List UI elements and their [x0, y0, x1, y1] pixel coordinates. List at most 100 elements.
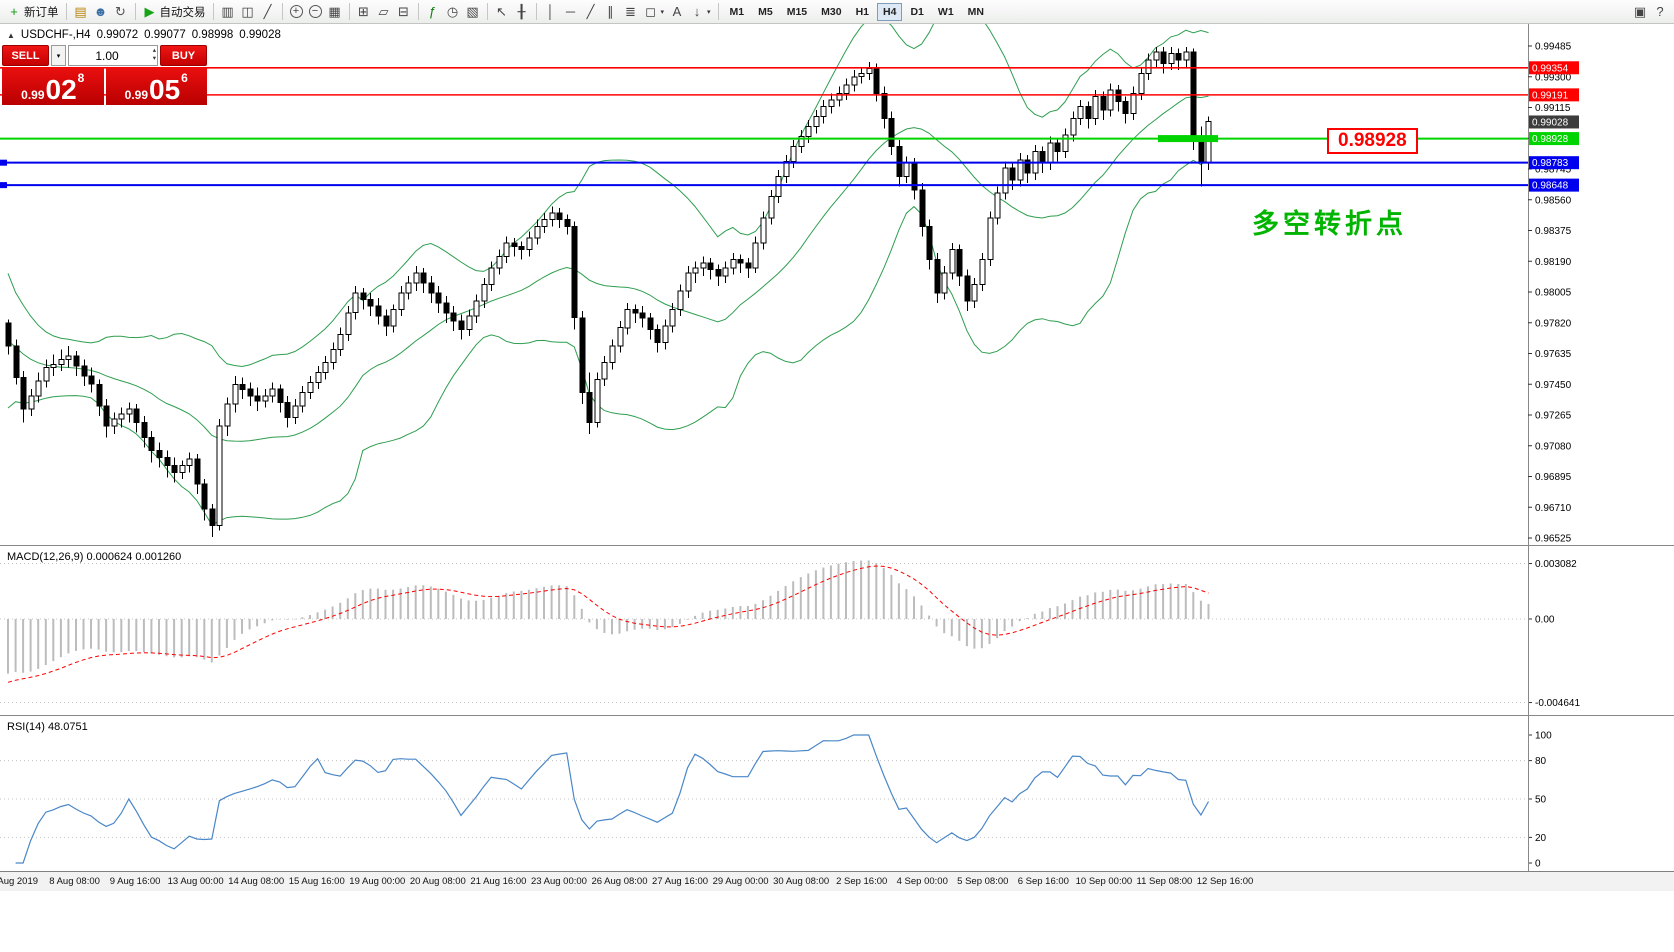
time-axis-label: 13 Aug 00:00 [167, 876, 224, 887]
time-axis-label: 8 Aug 08:00 [49, 876, 100, 887]
timeframe-m5-button[interactable]: M5 [758, 5, 773, 18]
timeframe-m30-button[interactable]: M30 [821, 5, 842, 18]
svg-text:0.99354: 0.99354 [1532, 63, 1569, 74]
fibonacci-button[interactable]: ≣ [621, 2, 641, 22]
volume-input[interactable] [69, 46, 157, 65]
line-chart-icon: ╱ [263, 3, 272, 19]
clock-icon: ◷ [446, 3, 459, 19]
timeframe-h4-button[interactable]: H4 [877, 2, 903, 21]
new-order-button-label: 新订单 [24, 6, 59, 19]
quote-header: ▲ USDCHF-,H4 0.99072 0.99077 0.98998 0.9… [7, 29, 281, 41]
price-axis-label: 0.98005 [1535, 288, 1572, 299]
time-axis-label: 14 Aug 08:00 [228, 876, 285, 887]
shapes-button[interactable]: ◻ ▾ [641, 2, 668, 22]
equidistant-channel-button[interactable]: ∥ [601, 2, 621, 22]
timeframe-h1-button[interactable]: H1 [855, 5, 870, 18]
volume-up-icon[interactable]: ▴ [152, 47, 156, 54]
price-callout[interactable]: 0.98928 [1327, 128, 1418, 154]
candlestick-chart-button[interactable]: ◫ [238, 2, 258, 22]
macd-panel[interactable]: 0.003082 0.00 -0.004641 MACD(12,26,9) 0.000… [0, 546, 1674, 716]
sell-price-display[interactable]: 0.99 02 8 [2, 68, 104, 105]
quote-open: 0.99072 [96, 29, 139, 41]
svg-text:0.98783: 0.98783 [1532, 158, 1569, 169]
horizontal-line-button[interactable]: ─ [561, 2, 581, 22]
price-tag-0.98928 [1529, 132, 1579, 146]
chevron-down-icon: ▾ [707, 8, 711, 16]
periods-button[interactable]: ◷ [443, 2, 463, 22]
tile-horizontal-button[interactable]: ⊟ [394, 2, 414, 22]
trendline-icon: ╱ [586, 3, 595, 19]
buy-price-display[interactable]: 0.99 05 6 [105, 68, 207, 105]
timeframe-m1-button[interactable]: M1 [729, 5, 745, 18]
price-axis-label: 0.99300 [1535, 72, 1572, 83]
timeframe-d1-button[interactable]: D1 [910, 5, 924, 18]
collapse-widget-icon[interactable]: ▲ [7, 30, 15, 40]
autotrading-button-label: 自动交易 [159, 6, 206, 19]
vertical-line-button[interactable]: │ [541, 2, 561, 22]
buy-price-sup: 6 [181, 71, 188, 85]
level-edge-marker [0, 159, 7, 166]
time-axis-label: 27 Aug 16:00 [652, 876, 709, 887]
sell-price-big: 02 [45, 74, 77, 106]
indicators-button[interactable]: ƒ [423, 2, 443, 22]
play-icon: ▶ [144, 3, 155, 19]
grid-icon: ▦ [328, 3, 341, 19]
crosshair-button[interactable]: ╂ [512, 2, 532, 22]
turning-point-annotation[interactable]: 多空转折点 [1252, 209, 1407, 239]
price-axis-label: 0.98560 [1535, 195, 1572, 206]
time-axis-label: 20 Aug 08:00 [409, 876, 466, 887]
bottom-filler [0, 892, 1674, 952]
main-chart[interactable]: 0.994850.993000.991150.989300.987450.985… [0, 24, 1674, 546]
bar-chart-button[interactable]: ▥ [218, 2, 238, 22]
zoom-out-button[interactable]: − [306, 2, 325, 22]
tile-windows-button[interactable]: ⊞ [354, 2, 374, 22]
price-axis-label: 0.97265 [1535, 411, 1572, 422]
trendline-button[interactable]: ╱ [581, 2, 601, 22]
tile-windows-icon: ⊞ [358, 3, 369, 19]
volume-down-icon[interactable]: ▾ [152, 55, 156, 62]
price-axis-label: 0.99115 [1535, 103, 1571, 114]
chevron-down-icon: ▾ [56, 52, 61, 60]
horizontal-line-icon: ─ [565, 3, 576, 19]
vertical-line-icon: │ [546, 3, 555, 19]
charts-window-button[interactable]: ▤ [71, 2, 91, 22]
bollinger-middle-band [7, 95, 1209, 442]
sell-button[interactable]: SELL [2, 45, 49, 66]
cascade-windows-icon: ▱ [378, 3, 389, 19]
toolbar: + 新订单 ▤ ☻ ↻ ▶ 自动交易 ▥ ◫ ╱ + − ▦ ⊞ ▱ ⊟ ƒ ◷ ▧ ↖ ╂ │ ─ ╱ ∥ ≣ ◻ ▾ A ↓ ▾ M1 M5… [0, 0, 1674, 24]
new-order-button[interactable]: + 新订单 [4, 2, 62, 22]
zoom-in-button[interactable]: + [287, 2, 306, 22]
rsi-axis-label: 80 [1535, 756, 1547, 767]
timeframe-mn-button[interactable]: MN [967, 5, 984, 18]
refresh-button[interactable]: ↻ [111, 2, 131, 22]
line-chart-button[interactable]: ╱ [258, 2, 278, 22]
time-axis-label: 2 Sep 16:00 [836, 876, 888, 887]
profiles-button[interactable]: ☻ [91, 2, 111, 22]
text-icon: A [672, 3, 682, 19]
cascade-windows-button[interactable]: ▱ [374, 2, 394, 22]
price-axis-label: 0.97635 [1535, 349, 1572, 360]
cursor-icon: ↖ [496, 3, 507, 19]
buy-price-prefix: 0.99 [124, 88, 148, 102]
order-type-dropdown[interactable]: ▾ [51, 45, 66, 66]
time-axis-label: 12 Sep 16:00 [1196, 876, 1254, 887]
time-axis: 7 Aug 2019 8 Aug 08:00 9 Aug 16:00 13 Aug 0… [0, 871, 1674, 891]
price-axis-label: 0.99485 [1535, 42, 1572, 53]
grid-button[interactable]: ▦ [325, 2, 345, 22]
help-button[interactable]: ? [1650, 2, 1670, 22]
text-label-button[interactable]: A [667, 2, 687, 22]
buy-button[interactable]: BUY [160, 45, 207, 66]
level-highlight-segment[interactable] [1158, 135, 1218, 143]
new-chart-button[interactable]: ▣ [1630, 2, 1650, 22]
autotrading-button[interactable]: ▶ 自动交易 [140, 2, 209, 22]
timeframe-w1-button[interactable]: W1 [937, 5, 954, 18]
crosshair-icon: ╂ [517, 3, 526, 19]
rsi-panel[interactable]: 100 80 50 20 0 RSI(14) 48.0751 [0, 716, 1674, 871]
templates-button[interactable]: ▧ [463, 2, 483, 22]
toolbar-separator [486, 3, 488, 20]
arrows-button[interactable]: ↓ ▾ [687, 2, 714, 22]
candles-layer [5, 46, 1212, 538]
cursor-button[interactable]: ↖ [492, 2, 512, 22]
timeframe-m15-button[interactable]: M15 [786, 5, 808, 18]
price-axis-label: 0.97450 [1535, 380, 1572, 391]
